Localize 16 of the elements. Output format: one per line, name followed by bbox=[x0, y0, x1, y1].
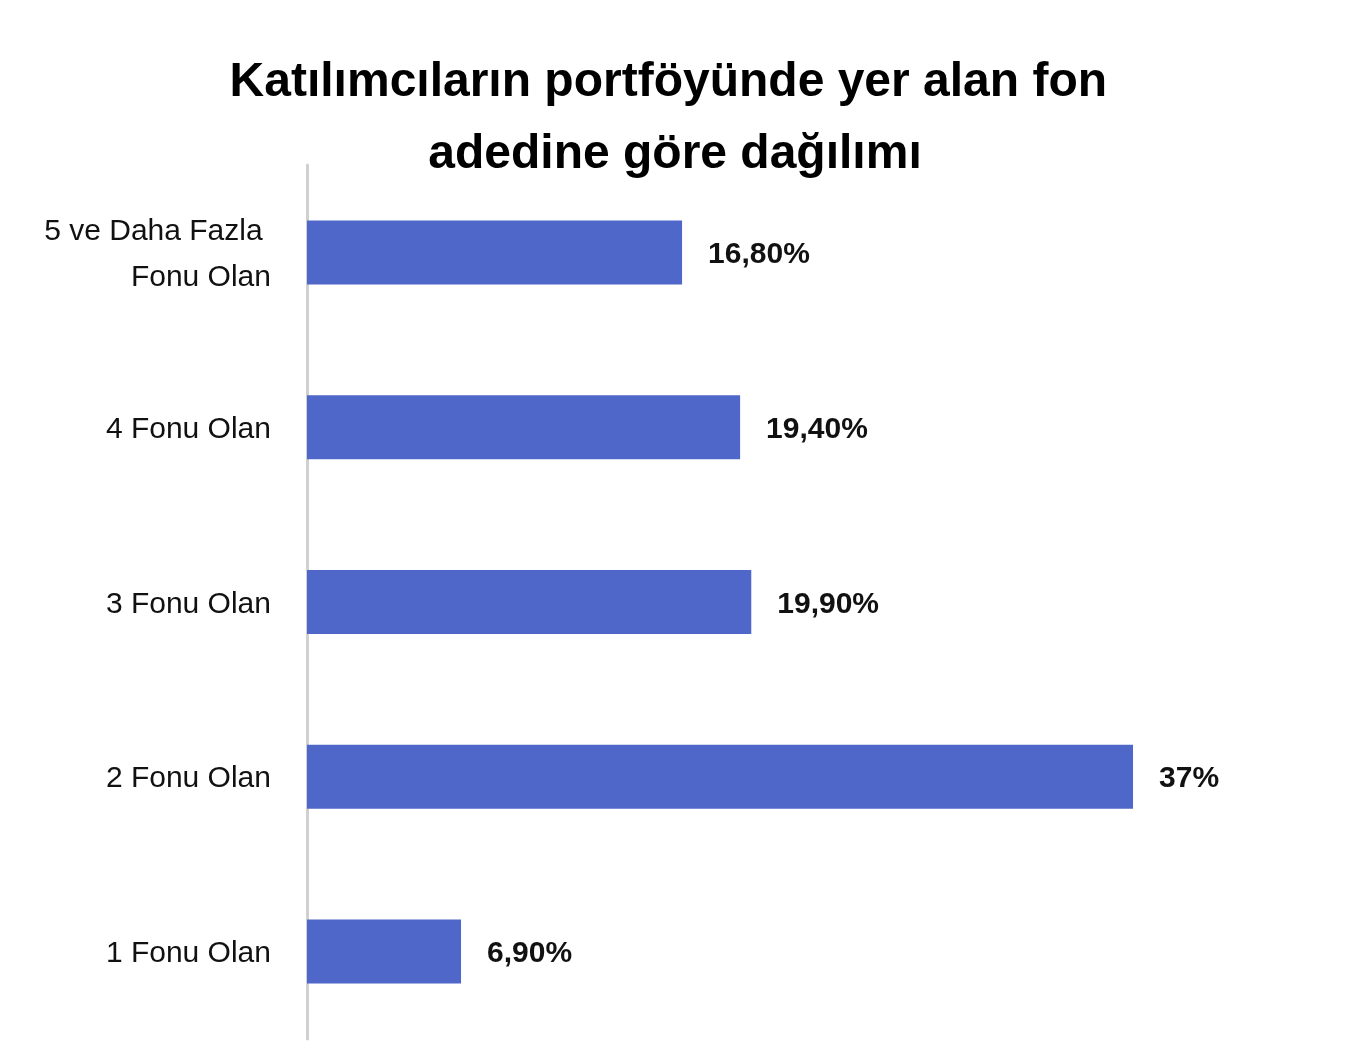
bar bbox=[307, 220, 683, 285]
data-label: 37% bbox=[1159, 760, 1220, 794]
bar bbox=[307, 570, 752, 634]
y-tick-label: 1 Fonu Olan bbox=[105, 935, 271, 969]
y-tick-label: 5 ve Daha Fazla Fonu Olan bbox=[44, 212, 271, 292]
bar bbox=[307, 395, 741, 460]
data-label: 19,40% bbox=[766, 410, 868, 444]
bar bbox=[307, 744, 1134, 809]
data-label: 6,90% bbox=[487, 935, 573, 969]
y-tick-label: 4 Fonu Olan bbox=[105, 410, 271, 444]
data-label: 19,90% bbox=[777, 585, 880, 619]
chart-title: Katılımcıların portföyünde yer alan fon adedine göre dağılımı bbox=[229, 52, 1121, 178]
y-tick-label: 3 Fonu Olan bbox=[105, 585, 271, 619]
y-tick-label: 2 Fonu Olan bbox=[105, 760, 271, 794]
data-label: 16,80% bbox=[708, 235, 810, 269]
bar bbox=[307, 919, 462, 984]
